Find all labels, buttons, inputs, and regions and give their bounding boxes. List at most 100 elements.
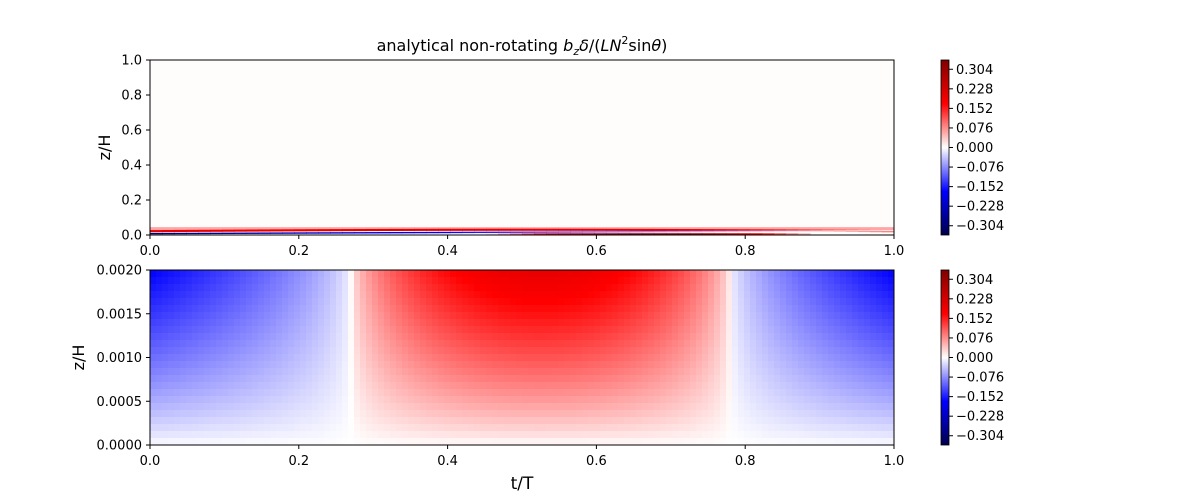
heatmap-cell: [570, 326, 577, 334]
heatmap-cell: [270, 389, 277, 397]
heatmap-cell: [204, 298, 211, 306]
heatmap-cell: [750, 438, 757, 445]
heatmap-cell: [180, 396, 187, 404]
heatmap-cell: [828, 424, 835, 432]
heatmap-cell: [408, 326, 415, 334]
heatmap-cell: [498, 403, 505, 411]
heatmap-cell: [150, 368, 157, 376]
heatmap-cell: [426, 284, 433, 292]
heatmap-cell: [684, 312, 691, 320]
heatmap-cell: [816, 354, 823, 362]
heatmap-cell: [858, 396, 865, 404]
heatmap-cell: [738, 319, 745, 327]
heatmap-cell: [588, 277, 595, 285]
heatmap-cell: [552, 347, 559, 355]
heatmap-cell: [414, 389, 421, 397]
heatmap-cell: [708, 417, 715, 425]
heatmap-cell: [444, 291, 451, 299]
heatmap-cell: [264, 438, 271, 445]
heatmap-cell: [510, 347, 517, 355]
heatmap-cell: [222, 368, 229, 376]
heatmap-cell: [786, 368, 793, 376]
heatmap-cell: [366, 417, 373, 425]
heatmap-cell: [816, 382, 823, 390]
heatmap-cell: [522, 277, 529, 285]
heatmap-cell: [522, 403, 529, 411]
heatmap-cell: [216, 361, 223, 369]
heatmap-cell: [630, 424, 637, 432]
heatmap-cell: [162, 270, 169, 278]
heatmap-cell: [288, 312, 295, 320]
heatmap-band: [726, 229, 739, 232]
heatmap-cell: [636, 382, 643, 390]
heatmap-cell: [864, 382, 871, 390]
heatmap-cell: [252, 438, 259, 445]
heatmap-cell: [444, 347, 451, 355]
heatmap-cell: [186, 347, 193, 355]
heatmap-cell: [198, 438, 205, 445]
heatmap-cell: [660, 389, 667, 397]
heatmap-cell: [696, 438, 703, 445]
heatmap-cell: [636, 270, 643, 278]
heatmap-cell: [720, 375, 727, 383]
heatmap-cell: [456, 340, 463, 348]
heatmap-cell: [834, 284, 841, 292]
heatmap-cell: [348, 270, 355, 278]
heatmap-cell: [216, 270, 223, 278]
heatmap-cell: [870, 382, 877, 390]
heatmap-cell: [678, 396, 685, 404]
heatmap-cell: [288, 424, 295, 432]
heatmap-cell: [300, 410, 307, 418]
heatmap-cell: [858, 340, 865, 348]
heatmap-cell: [750, 305, 757, 313]
heatmap-cell: [714, 361, 721, 369]
heatmap-cell: [366, 396, 373, 404]
heatmap-cell: [846, 340, 853, 348]
heatmap-band: [570, 233, 583, 235]
heatmap-cell: [156, 347, 163, 355]
heatmap-cell: [258, 424, 265, 432]
heatmap-cell: [612, 347, 619, 355]
heatmap-cell: [786, 312, 793, 320]
heatmap-cell: [870, 347, 877, 355]
heatmap-cell: [396, 333, 403, 341]
heatmap-cell: [366, 284, 373, 292]
heatmap-cell: [540, 333, 547, 341]
y-tick-label: 0.0020: [97, 264, 143, 279]
heatmap-cell: [366, 305, 373, 313]
heatmap-cell: [750, 319, 757, 327]
heatmap-cell: [726, 270, 733, 278]
heatmap-cell: [870, 361, 877, 369]
heatmap-cell: [420, 382, 427, 390]
heatmap-cell: [642, 312, 649, 320]
heatmap-cell: [846, 382, 853, 390]
heatmap-cell: [510, 298, 517, 306]
heatmap-band: [462, 228, 475, 231]
heatmap-cell: [264, 417, 271, 425]
heatmap-cell: [834, 298, 841, 306]
heatmap-cell: [162, 354, 169, 362]
heatmap-cell: [462, 298, 469, 306]
heatmap-cell: [222, 361, 229, 369]
heatmap-cell: [330, 417, 337, 425]
heatmap-cell: [690, 284, 697, 292]
heatmap-cell: [522, 396, 529, 404]
heatmap-cell: [180, 438, 187, 445]
heatmap-cell: [330, 312, 337, 320]
colorbar-tick-label: −0.228: [956, 200, 1004, 215]
heatmap-cell: [780, 438, 787, 445]
heatmap-band: [690, 229, 703, 232]
heatmap-cell: [744, 361, 751, 369]
heatmap-cell: [576, 438, 583, 445]
heatmap-cell: [246, 396, 253, 404]
heatmap-cell: [516, 354, 523, 362]
heatmap-band: [378, 227, 391, 231]
heatmap-cell: [330, 284, 337, 292]
heatmap-cell: [198, 298, 205, 306]
heatmap-cell: [540, 284, 547, 292]
heatmap-band: [750, 233, 763, 235]
heatmap-cell: [558, 417, 565, 425]
heatmap-cell: [294, 424, 301, 432]
heatmap-cell: [168, 333, 175, 341]
heatmap-cell: [840, 333, 847, 341]
